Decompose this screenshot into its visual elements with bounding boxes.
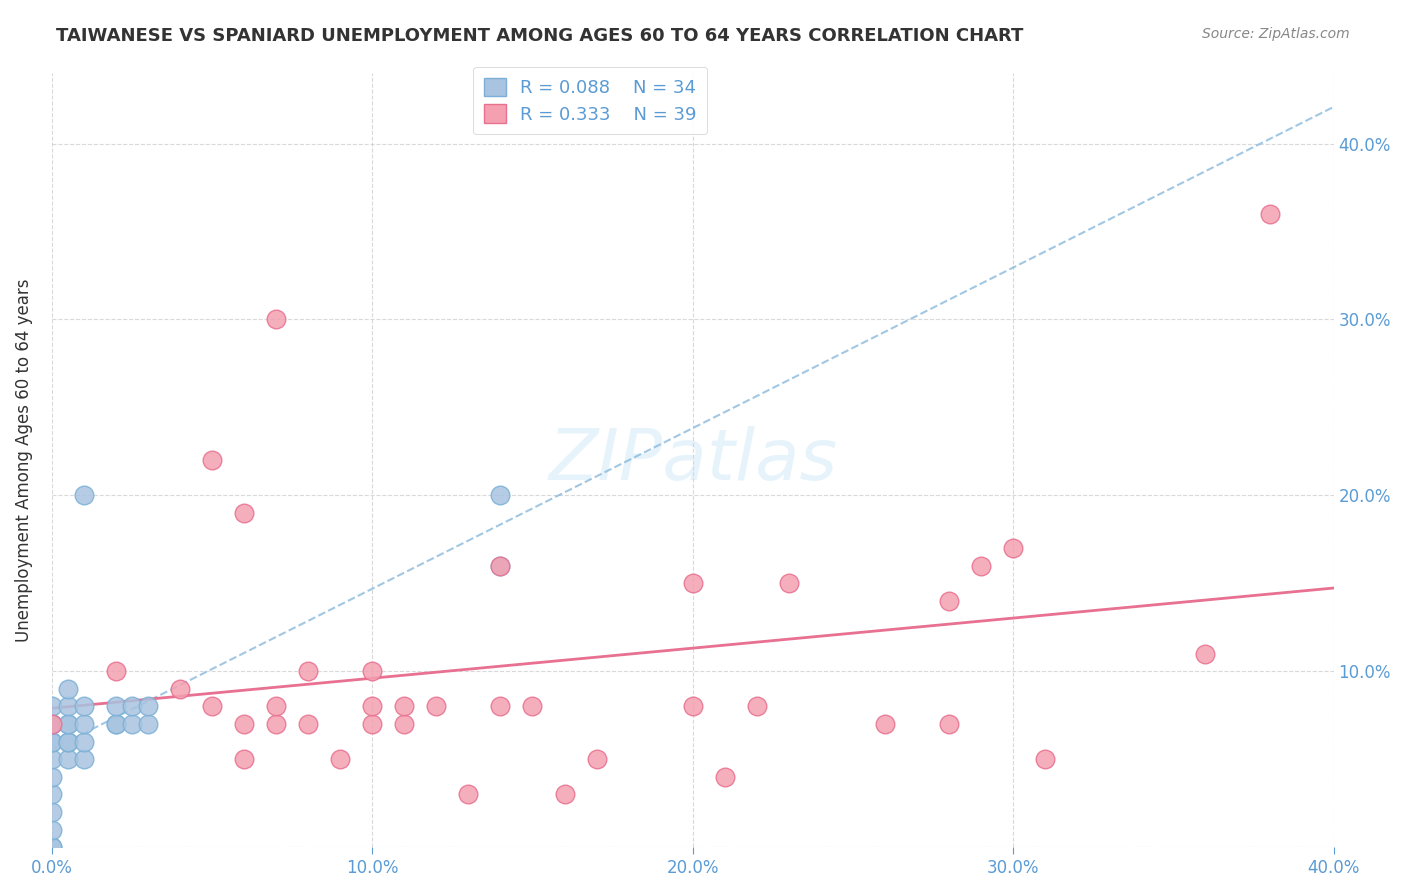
Point [970,558,993,573]
Point [41,822,63,837]
Point [41,717,63,731]
Point [394,717,416,731]
Point [361,665,384,679]
Point [233,752,256,766]
Point [425,699,447,714]
Point [361,717,384,731]
Point [104,699,127,714]
Point [121,699,143,714]
Point [682,576,704,591]
Point [104,717,127,731]
Point [361,699,384,714]
Point [104,665,127,679]
Point [169,681,191,696]
Point [938,594,960,608]
Point [713,770,735,784]
Point [553,788,575,802]
Y-axis label: Unemployment Among Ages 60 to 64 years: Unemployment Among Ages 60 to 64 years [15,278,32,642]
Point [41,770,63,784]
Point [873,717,896,731]
Point [938,717,960,731]
Point [41,788,63,802]
Point [73,717,96,731]
Point [136,699,159,714]
Point [41,840,63,855]
Point [41,717,63,731]
Point [41,734,63,748]
Point [489,699,512,714]
Point [1194,647,1216,661]
Text: TAIWANESE VS SPANIARD UNEMPLOYMENT AMONG AGES 60 TO 64 YEARS CORRELATION CHART: TAIWANESE VS SPANIARD UNEMPLOYMENT AMONG… [56,27,1024,45]
Point [585,752,607,766]
Point [264,717,287,731]
Point [56,717,79,731]
Point [73,488,96,502]
Point [457,788,479,802]
Point [1258,207,1281,221]
Point [233,506,256,520]
Point [297,665,319,679]
Point [522,699,544,714]
Point [41,734,63,748]
Point [73,699,96,714]
Point [394,699,416,714]
Point [73,752,96,766]
Point [489,558,512,573]
Point [1002,541,1025,556]
Point [56,699,79,714]
Point [1033,752,1056,766]
Point [489,488,512,502]
Point [73,734,96,748]
Point [682,699,704,714]
Text: Source: ZipAtlas.com: Source: ZipAtlas.com [1202,27,1350,41]
Point [201,453,224,467]
Point [329,752,352,766]
Point [233,717,256,731]
Point [136,717,159,731]
Point [121,717,143,731]
Point [41,752,63,766]
Point [778,576,800,591]
Point [41,840,63,855]
Point [104,717,127,731]
Point [201,699,224,714]
Point [41,699,63,714]
Legend: R = 0.088    N = 34, R = 0.333    N = 39: R = 0.088 N = 34, R = 0.333 N = 39 [472,67,707,135]
Point [264,699,287,714]
Point [56,681,79,696]
Point [41,717,63,731]
Point [745,699,768,714]
Point [56,734,79,748]
Point [264,312,287,326]
Point [297,717,319,731]
Point [41,805,63,819]
Text: ZIPatlas: ZIPatlas [548,425,837,495]
Point [56,717,79,731]
Point [56,734,79,748]
Point [41,717,63,731]
Point [56,752,79,766]
Point [489,558,512,573]
